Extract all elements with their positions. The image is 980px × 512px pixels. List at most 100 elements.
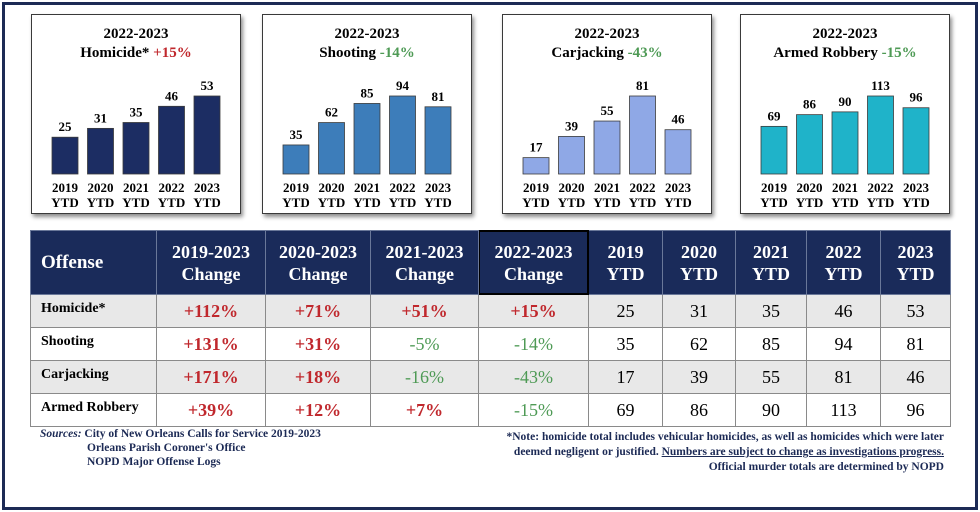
tick-label-suffix: YTD [760,195,787,210]
source-line-2: Orleans Parish Coroner's Office [87,442,246,454]
bar [593,120,621,175]
ytd-cell: 46 [880,360,951,394]
bar-chart-armed-robbery: 2022-2023 Armed Robbery -15% 69 2019 YTD 86 20… [740,14,950,214]
tick-label-suffix: YTD [353,195,380,210]
change-cell: -15% [478,393,589,427]
table-row: Armed Robbery +39% +12% +7% -15% 69 86 90 113 96 [30,393,951,427]
source-line-1: City of New Orleans Calls for Service 20… [84,428,321,440]
chart-plot: 252019YTD312020YTD352021YTD462022YTD5320… [51,78,220,210]
table-row: Carjacking +171% +18% -16% -43% 17 39 55 81 46 [30,360,951,394]
change-cell: +51% [370,294,479,328]
chart-change: +15% [153,45,192,61]
ytd-cell: 17 [588,360,663,394]
sources-block: Sources: City of New Orleans Calls for S… [40,427,321,469]
change-cell: -5% [370,327,479,361]
tick-label-year: 2023 [425,180,452,195]
data-label: 69 [768,108,782,123]
tick-label-suffix: YTD [424,195,451,210]
column-header: 2021 YTD [735,230,807,295]
table-body: Homicide* +112% +71% +51% +15% 25 31 35 46 53 Shoo… [30,294,951,427]
data-label: 86 [803,97,817,112]
chart-change: -43% [627,45,663,61]
tick-label-year: 2021 [594,180,620,195]
tick-label-year: 2020 [797,180,823,195]
tick-label-year: 2019 [761,180,788,195]
bar [522,157,550,175]
bar [158,105,185,175]
tick-label-suffix: YTD [558,195,585,210]
bar-chart-carjacking: 2022-2023 Carjacking -43% 17 2019 YTD 39 2020 Y… [502,14,712,214]
tick-label-suffix: YTD [87,195,114,210]
tick-label-suffix: YTD [629,195,656,210]
chart-offense: Armed Robbery [773,45,882,61]
bar [51,136,79,175]
ytd-cell: 69 [588,393,663,427]
data-label: 94 [396,78,410,93]
header-line-2: Change [503,263,563,284]
header-line-1: 2021 [753,241,789,262]
data-label: 46 [672,112,686,127]
tick-label-year: 2021 [354,180,380,195]
ytd-cell: 55 [735,360,807,394]
chart-period: 2022-2023 [334,26,400,42]
data-label: 35 [130,104,144,119]
change-cell: +39% [156,393,266,427]
bar-chart-homicide: 2022-2023 Homicide* +15% 25 2019 YTD 31 2020 YT… [31,14,241,214]
table-header-row: Offense 2019-2023 Change 2020-2023 Change 202… [30,230,951,295]
header-line-1: 2021-2023 [385,241,464,262]
ytd-cell: 39 [662,360,736,394]
chart-plot: 352019YTD622020YTD852021YTD942022YTD8120… [282,78,452,210]
change-cell: +71% [265,294,371,328]
data-label: 25 [59,119,73,134]
chart-title: 2022-2023 Homicide* +15% [32,25,240,63]
column-header: 2021-2023 Change [370,230,479,295]
data-label: 39 [565,118,579,133]
data-label: 96 [910,90,924,105]
ytd-cell: 85 [735,327,807,361]
ytd-cell: 46 [806,294,881,328]
header-line-1: 2023 [897,241,934,262]
chart-plot: 172019YTD392020YTD552021YTD812022YTD4620… [522,78,691,210]
tick-label-suffix: YTD [51,195,78,210]
chart-plot: 692019YTD862020YTD902021YTD1132022YTD962… [760,78,930,210]
change-cell: +12% [265,393,371,427]
change-cell: +112% [156,294,266,328]
header-line-2: YTD [824,263,863,284]
table-row: Homicide* +112% +71% +51% +15% 25 31 35 46 53 [30,294,951,328]
tick-label-suffix: YTD [902,195,929,210]
tick-label-year: 2019 [523,180,550,195]
tick-label-year: 2022 [868,180,894,195]
footnote-underlined: Numbers are subject to change as investi… [661,446,944,458]
chart-offense-line: Shooting -14% [263,44,471,63]
bar [122,122,150,175]
tick-label-year: 2019 [52,180,79,195]
tick-label-year: 2019 [283,180,310,195]
bar-chart-shooting: 2022-2023 Shooting -14% 35 2019 YTD 62 2020 YTD… [262,14,472,214]
bar [424,106,452,175]
change-cell: +131% [156,327,266,361]
data-label: 62 [325,105,338,120]
bar [760,125,788,175]
tick-label-year: 2022 [159,180,185,195]
tick-label-year: 2020 [559,180,585,195]
change-cell: +18% [265,360,371,394]
ytd-cell: 35 [735,294,807,328]
chart-offense-line: Homicide* +15% [32,44,240,63]
chart-title: 2022-2023 Shooting -14% [263,25,471,63]
data-label: 113 [871,78,890,93]
chart-title: 2022-2023 Armed Robbery -15% [741,25,949,63]
ytd-cell: 81 [880,327,951,361]
change-cell: +7% [370,393,479,427]
footnote-official: Official murder totals are determined by… [708,461,944,473]
tick-label-year: 2022 [390,180,416,195]
data-label: 55 [601,103,615,118]
bar [629,95,656,175]
chart-offense: Shooting [319,45,380,61]
bar [902,107,930,175]
chart-offense-line: Armed Robbery -15% [741,44,949,63]
column-header: 2023 YTD [880,230,951,295]
data-label: 46 [165,88,179,103]
ytd-cell: 96 [880,393,951,427]
tick-label-suffix: YTD [158,195,185,210]
bar [282,144,310,175]
